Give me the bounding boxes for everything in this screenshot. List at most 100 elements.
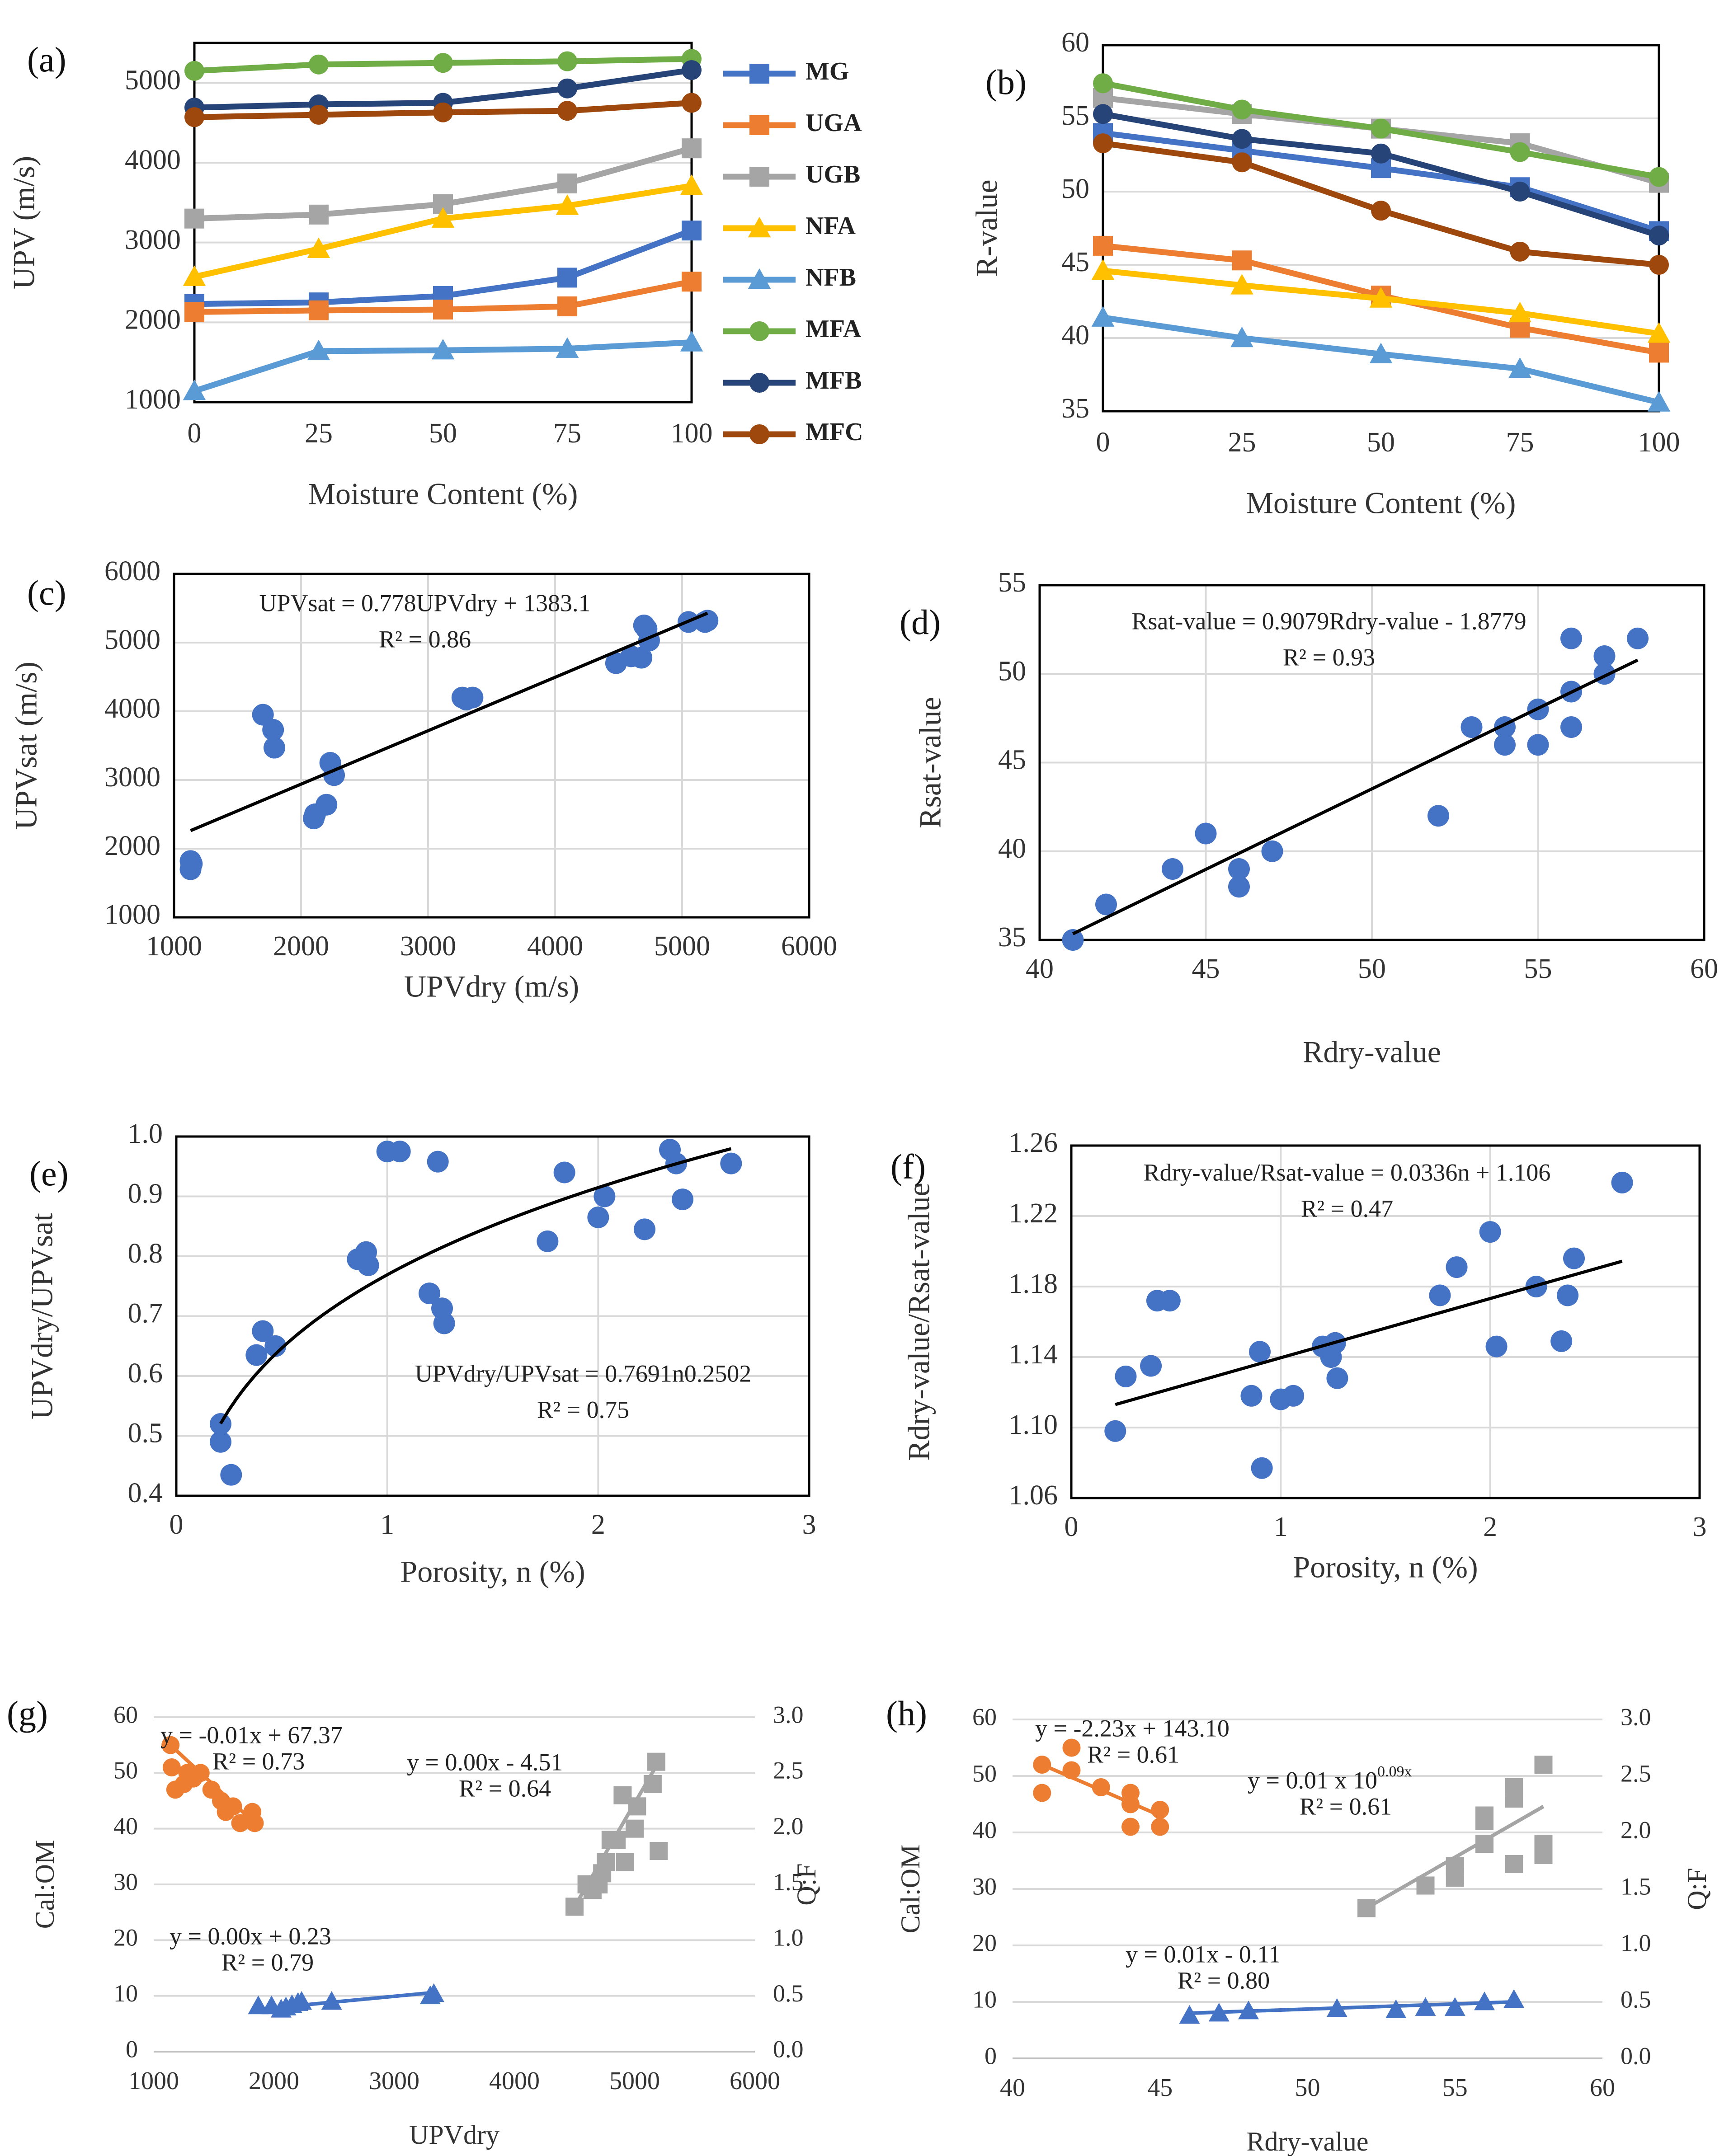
data-point — [1033, 1756, 1051, 1774]
y2-tick-label: 1.0 — [1621, 1929, 1651, 1956]
plot-frame — [1038, 584, 1705, 941]
x-axis-title: Rdry-value — [1247, 2127, 1369, 2156]
y-tick-label: 5000 — [104, 625, 160, 655]
trend-equation: UPVdry/UPVsat = 0.7691n0.2502 — [415, 1360, 751, 1387]
y-tick-label: 60 — [972, 1703, 997, 1730]
data-point — [1611, 1171, 1633, 1193]
y-tick-label: 55 — [1061, 100, 1089, 131]
y-tick-label: 60 — [113, 1701, 138, 1728]
data-point — [433, 1312, 455, 1334]
y2-tick-label: 2.0 — [773, 1813, 804, 1840]
data-point — [423, 1983, 444, 2002]
data-point — [1240, 1385, 1263, 1407]
x-axis-title: Moisture Content (%) — [308, 477, 578, 511]
data-point-mfa — [1232, 99, 1252, 120]
data-point — [224, 1797, 242, 1816]
legend-marker — [749, 373, 769, 393]
y-tick-label: 0.6 — [128, 1358, 163, 1389]
legend-item-mfb: MFB — [723, 366, 862, 395]
x-axis-title: UPVdry — [409, 2120, 499, 2150]
legend-label: MG — [806, 57, 849, 85]
trend-r-squared: R² = 0.64 — [459, 1775, 551, 1802]
y-tick-label: 1000 — [125, 384, 181, 415]
data-point-mfc — [1649, 255, 1669, 275]
data-point — [1444, 1997, 1465, 2016]
trend-equation: Rsat-value = 0.9079Rdry-value - 1.8779 — [1131, 607, 1526, 634]
data-point-nfa — [431, 207, 455, 228]
y-tick-label: 0.7 — [128, 1298, 163, 1329]
data-point — [1505, 1778, 1523, 1796]
x-tick-label: 25 — [1228, 427, 1256, 458]
y-tick-label: 50 — [972, 1760, 997, 1787]
data-point — [1560, 716, 1582, 738]
data-point — [220, 1464, 242, 1486]
data-point — [1460, 716, 1483, 738]
data-point-mfb — [1093, 104, 1113, 124]
y2-tick-label: 0.0 — [1621, 2042, 1651, 2069]
data-point-nfa — [183, 265, 206, 286]
data-point — [1062, 1761, 1081, 1780]
y-tick-label: 45 — [998, 745, 1026, 775]
data-point — [1485, 1335, 1508, 1357]
data-point — [1416, 1876, 1435, 1895]
x-tick-label: 1 — [380, 1509, 394, 1540]
data-point — [1228, 876, 1250, 898]
data-point — [1033, 1784, 1051, 1802]
data-point — [597, 1853, 615, 1871]
data-point — [1534, 1756, 1553, 1774]
x-tick-label: 1 — [1274, 1512, 1288, 1542]
data-point — [647, 1752, 665, 1771]
data-point — [1474, 1992, 1495, 2010]
y-tick-label: 20 — [972, 1929, 997, 1956]
data-point — [594, 1185, 616, 1207]
data-point — [1162, 858, 1183, 880]
y-axis-title: Rsat-value — [913, 697, 947, 828]
data-point — [245, 1344, 268, 1366]
trendline — [190, 611, 708, 832]
y-tick-label: 1.22 — [1009, 1198, 1058, 1229]
data-point-nfb — [1369, 343, 1393, 363]
y-tick-label: 10 — [972, 1986, 997, 2013]
data-point-nfa — [556, 194, 579, 215]
y-tick-label: 40 — [113, 1813, 138, 1840]
y-tick-label: 50 — [1061, 174, 1089, 204]
y-tick-label: 40 — [1061, 320, 1089, 351]
data-point-nfb — [556, 337, 579, 358]
x-axis-title: Rdry-value — [1303, 1035, 1441, 1069]
data-point-ugb — [309, 204, 329, 225]
y-tick-label: 10 — [113, 1980, 138, 2007]
legend-item-mfc: MFC — [723, 418, 863, 446]
data-point — [608, 1831, 626, 1849]
y-tick-label: 55 — [998, 567, 1026, 598]
x-tick-label: 3 — [802, 1509, 816, 1540]
y-tick-label: 50 — [113, 1757, 138, 1784]
data-point — [162, 1758, 181, 1776]
y-tick-label: 4000 — [125, 145, 181, 175]
x-tick-label: 50 — [429, 418, 457, 449]
data-point-mfa — [557, 51, 577, 71]
y-tick-label: 40 — [972, 1816, 997, 1843]
data-point-nfa — [1091, 259, 1115, 280]
data-point — [1282, 1385, 1305, 1407]
data-point — [357, 1254, 379, 1276]
legend-marker — [749, 167, 769, 187]
y-tick-label: 0.8 — [128, 1238, 163, 1269]
data-point — [697, 610, 719, 632]
x-tick-label: 4000 — [527, 931, 583, 962]
y-tick-label: 3000 — [125, 225, 181, 255]
x-axis-title: UPVdry (m/s) — [404, 969, 579, 1004]
x-tick-label: 0 — [170, 1509, 184, 1540]
panel-label: (b) — [985, 62, 1027, 102]
data-point-uga — [1093, 235, 1113, 256]
chart-b: 35 40 45 50 55 60 0 25 50 75 100 Moisture Content (… — [970, 27, 1680, 520]
data-point — [1151, 1801, 1169, 1819]
data-point-nfb — [1508, 357, 1531, 378]
y-tick-label: 0.9 — [128, 1179, 163, 1209]
y-tick-label: 1.06 — [1009, 1480, 1058, 1511]
trend-equation: y = 0.01 x 100.09x — [1248, 1763, 1412, 1794]
data-point-nfb — [1647, 391, 1671, 412]
x-tick-label: 100 — [1638, 427, 1680, 458]
trendline — [219, 1147, 732, 1425]
legend-label: MFB — [806, 366, 862, 395]
